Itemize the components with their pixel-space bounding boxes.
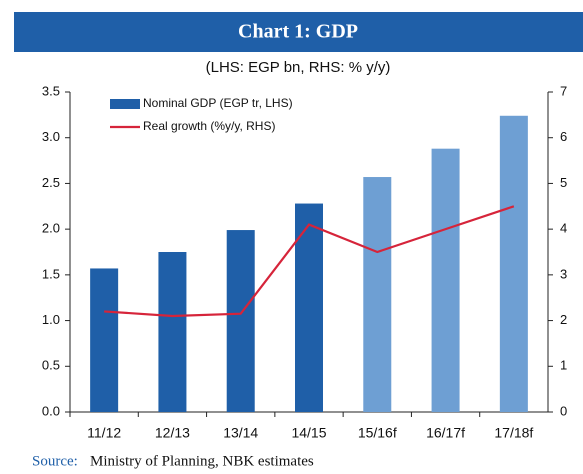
x-tick-label: 11/12 [87,425,121,441]
bar [363,177,392,412]
bar [431,148,460,412]
y-tick-label: 0.0 [42,403,60,418]
bar [499,115,528,413]
y-tick-label: 1.5 [42,266,60,281]
chart-subtitle: (LHS: EGP bn, RHS: % y/y) [206,59,391,76]
y2-tick-label: 4 [560,221,567,236]
y-tick-label: 3.0 [42,129,60,144]
y2-tick-label: 6 [560,129,567,144]
y-tick-label: 2.0 [42,221,60,236]
source-label: Source: [32,453,78,469]
x-tick-label: 17/18f [494,425,533,441]
y-tick-label: 3.5 [42,83,60,98]
legend-label: Real growth (%y/y, RHS) [143,119,275,133]
x-tick-label: 12/13 [155,425,190,441]
y2-tick-label: 5 [560,175,567,190]
bar [158,252,187,412]
y2-tick-label: 1 [560,358,567,373]
bar [90,268,119,412]
y-tick-label: 0.5 [42,358,60,373]
bar [295,203,323,412]
y2-tick-label: 2 [560,312,567,327]
legend-label: Nominal GDP (EGP tr, LHS) [143,96,293,110]
growth-line [104,205,515,318]
y2-tick-label: 0 [560,403,567,418]
chart-title: Chart 1: GDP [238,21,358,43]
source: Ministry of Planning, NBK estimates [90,453,314,469]
x-tick-label: 14/15 [291,425,326,441]
title-bar [14,12,583,52]
y-tick-label: 2.5 [42,175,60,190]
legend-swatch [110,99,140,109]
x-tick-label: 15/16f [358,425,397,441]
y2-tick-label: 3 [560,266,567,281]
y2-tick-label: 7 [560,83,567,98]
x-tick-label: 13/14 [223,425,258,441]
x-tick-label: 16/17f [426,425,465,441]
y-tick-label: 1.0 [42,312,60,327]
bar [226,230,255,412]
